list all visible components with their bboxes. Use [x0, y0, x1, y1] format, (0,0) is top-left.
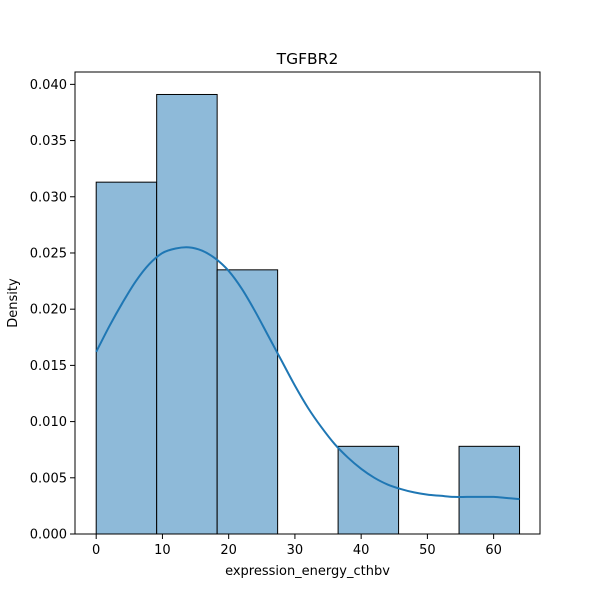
y-tick-label-8: 0.040 [30, 78, 67, 93]
axes-layer: 0 10 20 30 40 50 60 0.000 0.005 0.010 0.015 0.020 0.… [30, 78, 502, 558]
histogram-bar-1 [156, 93, 218, 535]
y-tick-label-3: 0.015 [30, 359, 67, 374]
chart-title: TGFBR2 [276, 50, 339, 68]
y-tick-label-1: 0.005 [30, 471, 67, 486]
y-tick-label-2: 0.010 [30, 415, 67, 430]
y-tick-label-4: 0.020 [30, 303, 67, 318]
y-tick-label-7: 0.035 [30, 134, 67, 149]
x-tick-label-4: 40 [353, 543, 370, 558]
y-axis-label: Density [6, 278, 21, 328]
x-tick-label-6: 60 [485, 543, 502, 558]
x-tick-label-3: 30 [287, 543, 304, 558]
x-tick-label-0: 0 [92, 543, 100, 558]
histogram-bar-0 [95, 181, 158, 535]
kde-curve [95, 246, 520, 501]
histogram-bar-4 [337, 445, 400, 535]
histogram-bar-6 [458, 445, 521, 535]
y-tick-label-5: 0.025 [30, 246, 67, 261]
y-tick-label-0: 0.000 [30, 528, 67, 543]
x-tick-label-2: 20 [220, 543, 237, 558]
bars-layer [95, 93, 521, 535]
x-axis-label: expression_energy_cthbv [225, 564, 390, 579]
x-tick-label-1: 10 [154, 543, 171, 558]
plot-frame [74, 71, 541, 535]
x-tick-label-5: 50 [419, 543, 436, 558]
y-tick-label-6: 0.030 [30, 190, 67, 205]
histogram-bar-2 [216, 269, 279, 535]
